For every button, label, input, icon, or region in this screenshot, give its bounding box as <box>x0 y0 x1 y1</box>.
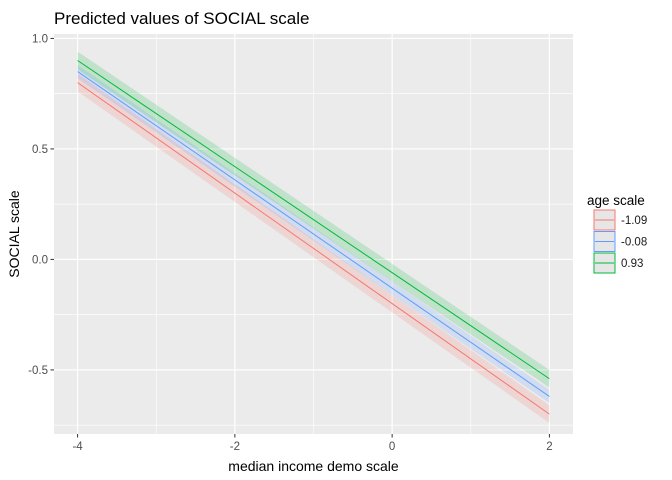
legend-label-3: 0.93 <box>621 258 643 270</box>
series-lines <box>77 60 550 415</box>
x-tick-label: 0 <box>389 441 395 453</box>
legend: age scale -1.09 -0.08 0.93 <box>587 193 647 274</box>
x-tick-label: 2 <box>546 441 552 453</box>
y-tick-label: 0.5 <box>32 144 48 156</box>
series-line-3 <box>77 60 550 380</box>
y-axis-title: SOCIAL scale <box>6 190 22 278</box>
y-tick-label: 0.0 <box>32 254 48 266</box>
series-line-2 <box>77 71 550 397</box>
major-gridlines <box>54 34 573 434</box>
series-line-1 <box>77 82 550 415</box>
y-tick-label: -0.5 <box>28 365 48 377</box>
legend-label-2: -0.08 <box>621 237 647 249</box>
x-tick-label: -4 <box>72 441 83 453</box>
x-tick-label: -2 <box>230 441 240 453</box>
y-tick-label: 1.0 <box>32 33 48 45</box>
legend-label-1: -1.09 <box>621 215 647 227</box>
chart-title: Predicted values of SOCIAL scale <box>54 9 309 28</box>
x-axis-ticks: -4 -2 0 2 <box>72 434 553 453</box>
y-axis-ticks: 1.0 0.5 0.0 -0.5 <box>28 33 54 377</box>
x-axis-title: median income demo scale <box>228 458 399 474</box>
legend-title: age scale <box>587 193 645 208</box>
